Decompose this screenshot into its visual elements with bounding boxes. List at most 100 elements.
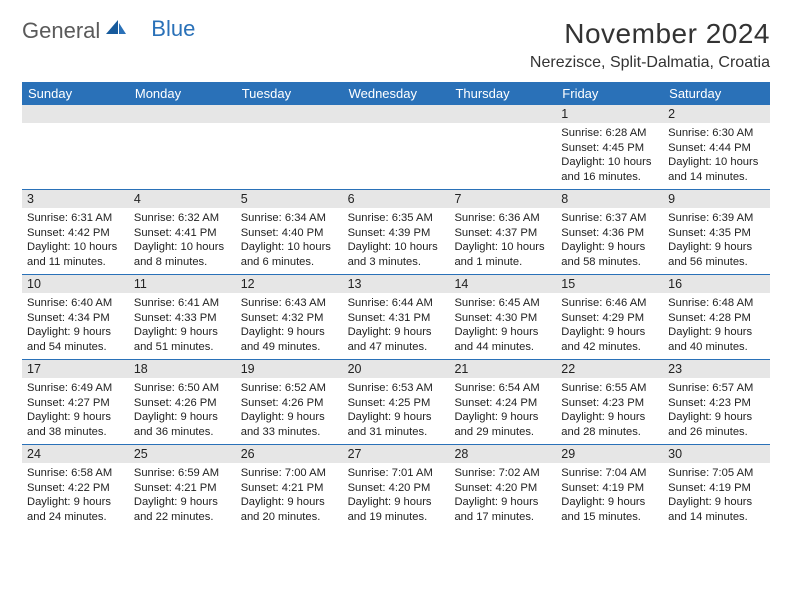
sunset-line: Sunset: 4:25 PM bbox=[348, 396, 445, 411]
sunrise-line: Sunrise: 6:50 AM bbox=[134, 381, 231, 396]
empty-day-cell bbox=[236, 105, 343, 189]
daylight-line: Daylight: 9 hours and 56 minutes. bbox=[668, 240, 765, 269]
sunset-line: Sunset: 4:23 PM bbox=[561, 396, 658, 411]
daylight-line: Daylight: 9 hours and 58 minutes. bbox=[561, 240, 658, 269]
day-cell: 10Sunrise: 6:40 AMSunset: 4:34 PMDayligh… bbox=[22, 275, 129, 359]
header: General Blue November 2024 Nerezisce, Sp… bbox=[22, 18, 770, 72]
sunset-line: Sunset: 4:31 PM bbox=[348, 311, 445, 326]
daylight-line: Daylight: 9 hours and 36 minutes. bbox=[134, 410, 231, 439]
sunset-line: Sunset: 4:26 PM bbox=[134, 396, 231, 411]
location: Nerezisce, Split-Dalmatia, Croatia bbox=[530, 54, 770, 72]
day-cell: 20Sunrise: 6:53 AMSunset: 4:25 PMDayligh… bbox=[343, 360, 450, 444]
day-number-bar bbox=[449, 105, 556, 123]
day-cell: 12Sunrise: 6:43 AMSunset: 4:32 PMDayligh… bbox=[236, 275, 343, 359]
day-number: 15 bbox=[556, 275, 663, 293]
sunrise-line: Sunrise: 7:04 AM bbox=[561, 466, 658, 481]
empty-day-cell bbox=[129, 105, 236, 189]
daylight-line: Daylight: 9 hours and 14 minutes. bbox=[668, 495, 765, 524]
sunrise-line: Sunrise: 6:57 AM bbox=[668, 381, 765, 396]
sunrise-line: Sunrise: 6:58 AM bbox=[27, 466, 124, 481]
day-body: Sunrise: 7:04 AMSunset: 4:19 PMDaylight:… bbox=[556, 463, 663, 528]
daylight-line: Daylight: 9 hours and 40 minutes. bbox=[668, 325, 765, 354]
sunrise-line: Sunrise: 6:37 AM bbox=[561, 211, 658, 226]
brand-word-2: Blue bbox=[151, 16, 195, 42]
calendar-page: General Blue November 2024 Nerezisce, Sp… bbox=[0, 0, 792, 529]
weekday-header-row: SundayMondayTuesdayWednesdayThursdayFrid… bbox=[22, 82, 770, 105]
day-cell: 6Sunrise: 6:35 AMSunset: 4:39 PMDaylight… bbox=[343, 190, 450, 274]
brand-word-1: General bbox=[22, 18, 100, 44]
day-body: Sunrise: 6:31 AMSunset: 4:42 PMDaylight:… bbox=[22, 208, 129, 273]
weekday-header: Friday bbox=[556, 82, 663, 105]
day-number-bar bbox=[343, 105, 450, 123]
day-cell: 17Sunrise: 6:49 AMSunset: 4:27 PMDayligh… bbox=[22, 360, 129, 444]
sunset-line: Sunset: 4:33 PM bbox=[134, 311, 231, 326]
empty-day-cell bbox=[343, 105, 450, 189]
day-body: Sunrise: 6:50 AMSunset: 4:26 PMDaylight:… bbox=[129, 378, 236, 443]
day-body: Sunrise: 6:58 AMSunset: 4:22 PMDaylight:… bbox=[22, 463, 129, 528]
day-number: 21 bbox=[449, 360, 556, 378]
day-number: 4 bbox=[129, 190, 236, 208]
daylight-line: Daylight: 9 hours and 17 minutes. bbox=[454, 495, 551, 524]
day-number: 25 bbox=[129, 445, 236, 463]
daylight-line: Daylight: 10 hours and 11 minutes. bbox=[27, 240, 124, 269]
sunset-line: Sunset: 4:29 PM bbox=[561, 311, 658, 326]
daylight-line: Daylight: 9 hours and 26 minutes. bbox=[668, 410, 765, 439]
day-cell: 9Sunrise: 6:39 AMSunset: 4:35 PMDaylight… bbox=[663, 190, 770, 274]
sunrise-line: Sunrise: 6:55 AM bbox=[561, 381, 658, 396]
day-body: Sunrise: 6:28 AMSunset: 4:45 PMDaylight:… bbox=[556, 123, 663, 188]
weekday-header: Saturday bbox=[663, 82, 770, 105]
sunrise-line: Sunrise: 6:49 AM bbox=[27, 381, 124, 396]
day-body: Sunrise: 7:01 AMSunset: 4:20 PMDaylight:… bbox=[343, 463, 450, 528]
day-number: 10 bbox=[22, 275, 129, 293]
day-body: Sunrise: 6:52 AMSunset: 4:26 PMDaylight:… bbox=[236, 378, 343, 443]
sunset-line: Sunset: 4:39 PM bbox=[348, 226, 445, 241]
day-cell: 8Sunrise: 6:37 AMSunset: 4:36 PMDaylight… bbox=[556, 190, 663, 274]
day-cell: 25 Sunrise: 6:59 AMSunset: 4:21 PMDayligh… bbox=[129, 445, 236, 529]
daylight-line: Daylight: 9 hours and 47 minutes. bbox=[348, 325, 445, 354]
day-cell: 7Sunrise: 6:36 AMSunset: 4:37 PMDaylight… bbox=[449, 190, 556, 274]
sunset-line: Sunset: 4:30 PM bbox=[454, 311, 551, 326]
sunset-line: Sunset: 4:34 PM bbox=[27, 311, 124, 326]
sunset-line: Sunset: 4:36 PM bbox=[561, 226, 658, 241]
sunset-line: Sunset: 4:21 PM bbox=[134, 481, 231, 496]
day-number: 3 bbox=[22, 190, 129, 208]
day-number: 14 bbox=[449, 275, 556, 293]
daylight-line: Daylight: 9 hours and 22 minutes. bbox=[134, 495, 231, 524]
day-number: 12 bbox=[236, 275, 343, 293]
sunset-line: Sunset: 4:20 PM bbox=[454, 481, 551, 496]
day-body: Sunrise: 6:40 AMSunset: 4:34 PMDaylight:… bbox=[22, 293, 129, 358]
day-cell: 2Sunrise: 6:30 AMSunset: 4:44 PMDaylight… bbox=[663, 105, 770, 189]
daylight-line: Daylight: 10 hours and 14 minutes. bbox=[668, 155, 765, 184]
sunrise-line: Sunrise: 6:31 AM bbox=[27, 211, 124, 226]
daylight-line: Daylight: 9 hours and 15 minutes. bbox=[561, 495, 658, 524]
sunrise-line: Sunrise: 6:54 AM bbox=[454, 381, 551, 396]
month-title: November 2024 bbox=[530, 18, 770, 50]
weekday-header: Sunday bbox=[22, 82, 129, 105]
day-number: 17 bbox=[22, 360, 129, 378]
day-cell: 29Sunrise: 7:04 AMSunset: 4:19 PMDayligh… bbox=[556, 445, 663, 529]
sunset-line: Sunset: 4:32 PM bbox=[241, 311, 338, 326]
daylight-line: Daylight: 9 hours and 28 minutes. bbox=[561, 410, 658, 439]
day-number: 11 bbox=[129, 275, 236, 293]
day-body: Sunrise: 6:37 AMSunset: 4:36 PMDaylight:… bbox=[556, 208, 663, 273]
sunrise-line: Sunrise: 6:53 AM bbox=[348, 381, 445, 396]
sunset-line: Sunset: 4:26 PM bbox=[241, 396, 338, 411]
daylight-line: Daylight: 9 hours and 31 minutes. bbox=[348, 410, 445, 439]
sunrise-line: Sunrise: 6:45 AM bbox=[454, 296, 551, 311]
day-body: Sunrise: 6:55 AMSunset: 4:23 PMDaylight:… bbox=[556, 378, 663, 443]
sunrise-line: Sunrise: 6:59 AM bbox=[134, 466, 231, 481]
sunset-line: Sunset: 4:20 PM bbox=[348, 481, 445, 496]
sunrise-line: Sunrise: 6:44 AM bbox=[348, 296, 445, 311]
day-number: 18 bbox=[129, 360, 236, 378]
day-number: 30 bbox=[663, 445, 770, 463]
sunset-line: Sunset: 4:24 PM bbox=[454, 396, 551, 411]
day-body: Sunrise: 6:32 AMSunset: 4:41 PMDaylight:… bbox=[129, 208, 236, 273]
day-number-bar bbox=[22, 105, 129, 123]
day-number: 29 bbox=[556, 445, 663, 463]
day-number: 28 bbox=[449, 445, 556, 463]
daylight-line: Daylight: 9 hours and 24 minutes. bbox=[27, 495, 124, 524]
sail-icon bbox=[105, 18, 127, 44]
day-cell: 21Sunrise: 6:54 AMSunset: 4:24 PMDayligh… bbox=[449, 360, 556, 444]
day-cell: 19Sunrise: 6:52 AMSunset: 4:26 PMDayligh… bbox=[236, 360, 343, 444]
week-row: 3Sunrise: 6:31 AMSunset: 4:42 PMDaylight… bbox=[22, 189, 770, 274]
